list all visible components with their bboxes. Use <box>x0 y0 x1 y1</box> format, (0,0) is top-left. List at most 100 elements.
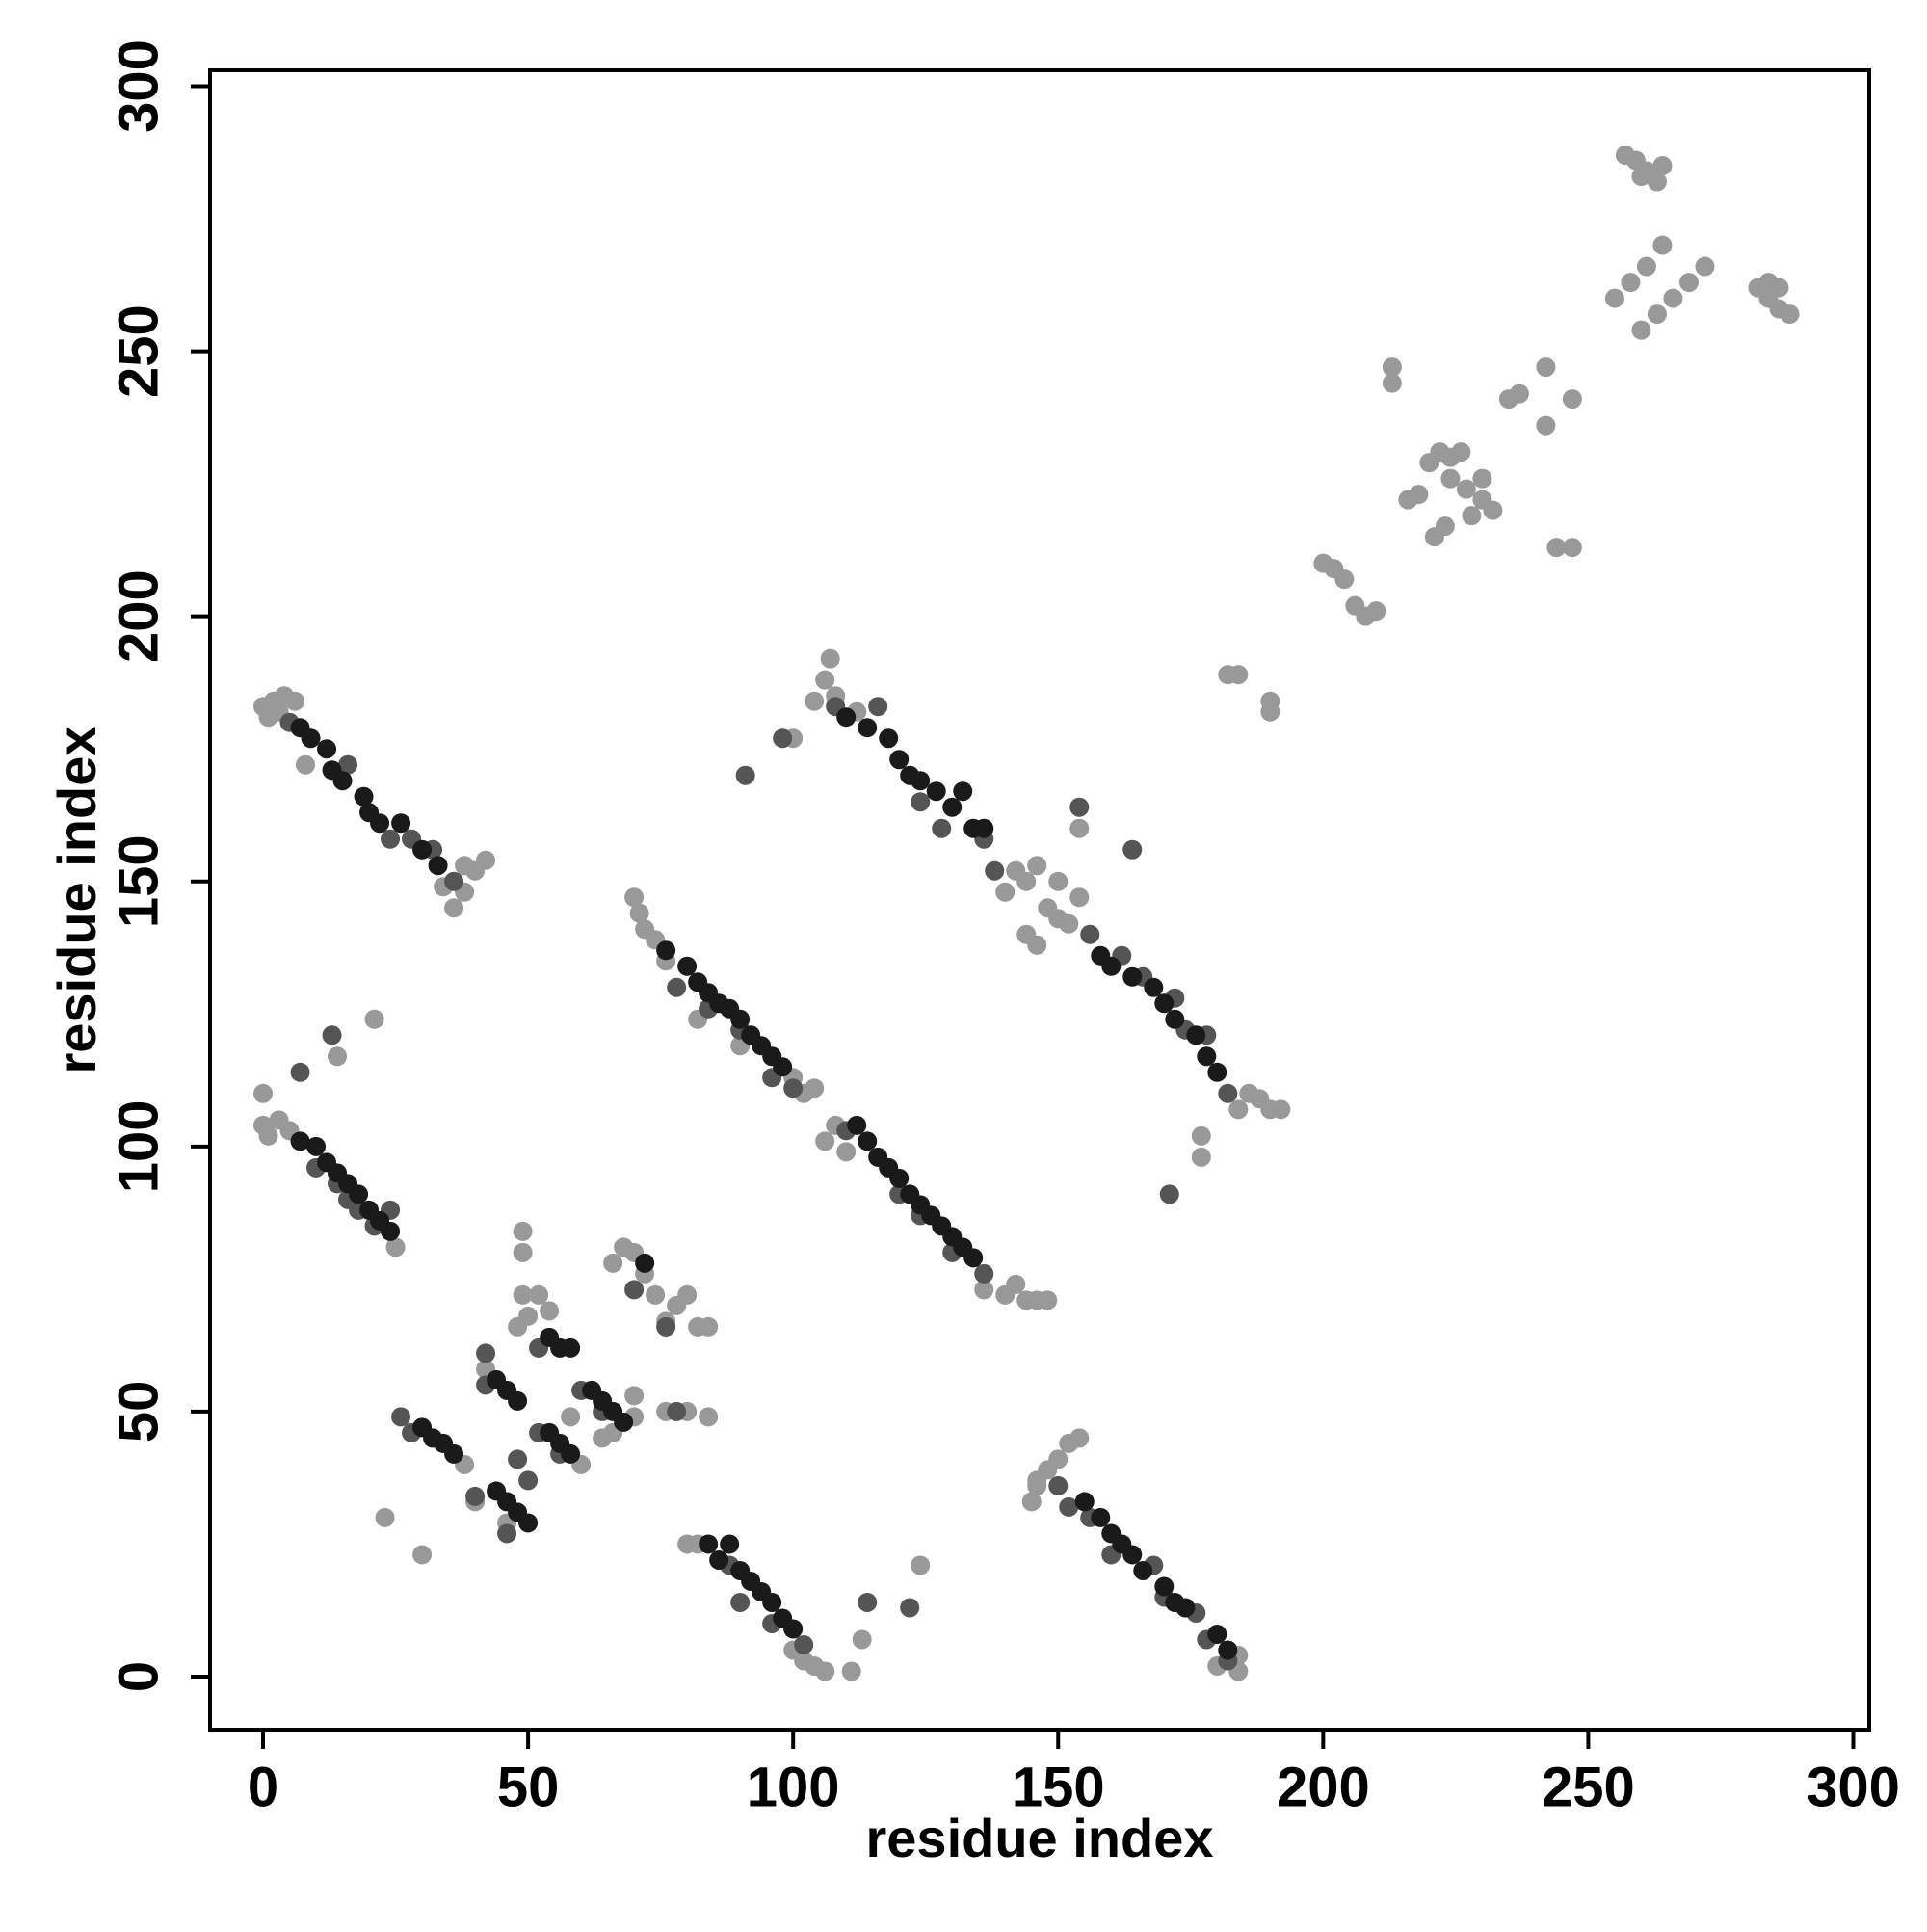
data-point <box>296 754 316 775</box>
data-point <box>1382 373 1402 393</box>
data-point <box>974 1280 994 1300</box>
data-point <box>476 850 496 870</box>
plot-frame <box>208 68 1871 1732</box>
data-point <box>762 1592 782 1612</box>
data-point <box>1695 256 1715 277</box>
x-axis-title: residue index <box>865 1808 1213 1868</box>
data-point <box>1191 1125 1211 1146</box>
data-point <box>513 1284 533 1305</box>
x-tick-label: 150 <box>1012 1756 1105 1818</box>
data-point <box>900 1598 920 1618</box>
data-point <box>1409 485 1429 505</box>
data-point <box>370 813 390 834</box>
data-point <box>614 1412 634 1432</box>
data-point <box>858 1592 878 1612</box>
data-point <box>1631 167 1651 187</box>
data-point <box>1678 273 1699 293</box>
y-tick-label: 200 <box>107 569 170 663</box>
data-point <box>730 1592 751 1612</box>
data-point <box>285 691 305 711</box>
data-point <box>815 670 835 690</box>
data-point <box>332 771 353 791</box>
data-point <box>1456 479 1476 499</box>
data-point <box>1228 1099 1249 1120</box>
data-point <box>497 1523 517 1544</box>
data-point <box>1334 569 1355 590</box>
data-point <box>1059 1496 1079 1517</box>
data-point <box>518 1306 539 1326</box>
data-point <box>513 1221 533 1241</box>
data-point <box>805 1078 825 1098</box>
data-point <box>1509 384 1529 404</box>
data-point <box>889 1168 910 1188</box>
data-point <box>364 1009 384 1029</box>
data-point <box>932 818 952 838</box>
data-point <box>699 1316 719 1337</box>
data-point <box>1197 1046 1217 1067</box>
data-point <box>1074 1492 1095 1512</box>
data-point <box>815 1661 835 1681</box>
y-tick-label: 100 <box>107 1099 170 1193</box>
data-point <box>508 1390 528 1411</box>
data-point <box>1472 468 1492 489</box>
data-point <box>735 765 755 785</box>
data-point <box>656 940 676 961</box>
data-point <box>1191 1147 1211 1167</box>
data-point <box>1631 320 1651 340</box>
data-point <box>1536 415 1556 436</box>
data-point <box>529 1284 549 1305</box>
data-point <box>1780 304 1800 325</box>
data-point <box>290 1131 310 1151</box>
data-point <box>444 1443 464 1464</box>
data-point <box>412 1545 433 1565</box>
data-point <box>995 882 1016 902</box>
data-point <box>656 1316 676 1337</box>
data-point <box>964 1248 984 1268</box>
data-point <box>412 839 433 860</box>
data-point <box>1621 273 1641 293</box>
x-tick-label: 0 <box>248 1756 278 1818</box>
data-point <box>1069 1428 1090 1448</box>
data-point <box>375 1507 395 1527</box>
data-point <box>699 1534 719 1554</box>
data-point <box>646 1284 666 1305</box>
data-point <box>1647 172 1667 192</box>
data-point <box>773 728 793 749</box>
data-point <box>561 1443 581 1464</box>
data-point <box>1462 506 1482 526</box>
data-point <box>699 1407 719 1427</box>
data-point <box>1636 256 1656 277</box>
data-point <box>508 1449 528 1469</box>
data-point <box>836 707 857 728</box>
y-tick-label: 150 <box>107 834 170 928</box>
data-point <box>953 781 973 802</box>
data-point <box>624 1280 645 1300</box>
data-point <box>1440 468 1461 489</box>
data-point <box>1536 357 1556 378</box>
data-point <box>677 956 698 976</box>
data-point <box>836 1142 857 1162</box>
data-point <box>444 898 464 918</box>
data-point <box>974 1263 994 1284</box>
x-tick-label: 50 <box>497 1756 560 1818</box>
data-point <box>852 1629 872 1650</box>
data-point <box>629 903 649 923</box>
data-point <box>385 1237 406 1257</box>
data-point <box>624 887 645 908</box>
data-point <box>1366 601 1386 622</box>
data-point <box>455 856 475 876</box>
data-point <box>465 1486 486 1506</box>
data-point <box>985 860 1005 881</box>
data-point <box>1016 871 1037 891</box>
data-point <box>391 813 411 834</box>
data-point <box>1186 1025 1206 1045</box>
data-point <box>518 1470 539 1491</box>
y-axis-title: residue index <box>46 726 107 1073</box>
data-point <box>1207 1624 1227 1644</box>
data-point <box>354 786 374 807</box>
data-point <box>1165 1009 1185 1029</box>
data-point <box>1069 818 1090 838</box>
y-tick-label: 50 <box>107 1381 170 1443</box>
data-point <box>444 871 464 891</box>
